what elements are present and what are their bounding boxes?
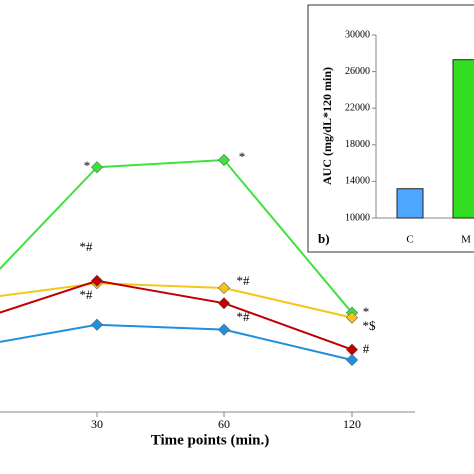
bar — [452, 59, 474, 219]
point — [217, 323, 231, 336]
annotation: *# — [237, 273, 251, 288]
point — [345, 343, 359, 356]
panel-label: b) — [318, 231, 330, 246]
x-axis-title: Time points (min.) — [151, 432, 269, 448]
point — [90, 274, 104, 287]
bar — [396, 188, 424, 219]
y-tick-label: 10000 — [345, 212, 370, 223]
annotation: # — [363, 341, 370, 356]
point — [217, 153, 231, 167]
inset-frame — [307, 4, 474, 253]
annotation: *# — [80, 239, 94, 254]
x-tick-label: 30 — [91, 417, 103, 431]
annotation: *# — [80, 287, 94, 302]
point — [217, 281, 231, 295]
annotation: * — [239, 149, 246, 164]
point — [90, 161, 104, 174]
x-tick-label: 60 — [218, 417, 230, 431]
y-tick-label: 30000 — [345, 29, 370, 40]
x-tick-label: M — [461, 234, 471, 246]
y-tick-label: 26000 — [345, 66, 370, 77]
annotation: *$ — [363, 318, 377, 333]
series-line — [0, 323, 353, 361]
y-axis-title: AUC (mg/dL*120 min) — [320, 67, 334, 185]
point — [217, 297, 231, 310]
annotation: * — [84, 158, 91, 173]
point — [90, 318, 104, 331]
y-tick-label: 22000 — [345, 102, 370, 113]
annotation: *# — [237, 309, 251, 324]
point — [345, 353, 359, 367]
y-tick-label: 14000 — [345, 176, 370, 187]
x-tick-label: C — [406, 234, 413, 246]
y-tick-label: 18000 — [345, 139, 370, 150]
series-line — [0, 282, 353, 319]
point — [345, 311, 359, 324]
series-line — [0, 279, 353, 351]
series-line — [0, 158, 353, 314]
x-tick-label: 120 — [343, 417, 361, 431]
annotation: * — [363, 304, 370, 319]
